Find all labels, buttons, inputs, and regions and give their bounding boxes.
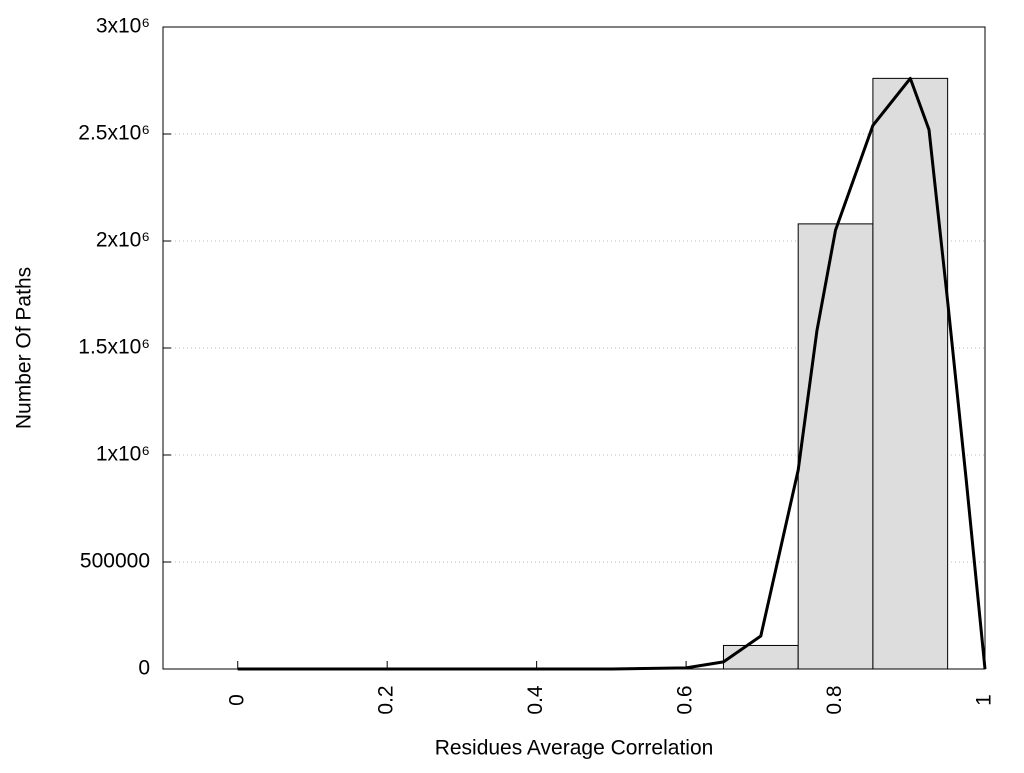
y-tick-label: 2.5x10⁶	[78, 122, 150, 145]
bar	[722, 644, 799, 670]
bar	[797, 223, 874, 670]
y-axis-label: Number Of Paths	[13, 267, 36, 429]
y-tick-label: 500000	[80, 550, 150, 573]
y-tick-label: 3x10⁶	[96, 15, 150, 38]
y-tick-label: 2x10⁶	[96, 229, 150, 252]
y-tick-label: 1.5x10⁶	[78, 336, 150, 359]
x-tick-label: 0.2	[375, 685, 398, 714]
y-tick-label: 1x10⁶	[96, 443, 150, 466]
x-tick-label: 0.6	[674, 685, 697, 714]
x-tick-label: 0.8	[823, 685, 846, 714]
x-tick-label: 0	[225, 694, 248, 706]
y-tick-label: 0	[138, 657, 150, 680]
x-axis-label: Residues Average Correlation	[435, 737, 714, 760]
x-tick-label: 0.4	[524, 685, 547, 715]
x-tick-label: 1	[973, 694, 996, 706]
bar	[872, 77, 949, 670]
plot-frame	[162, 26, 986, 670]
